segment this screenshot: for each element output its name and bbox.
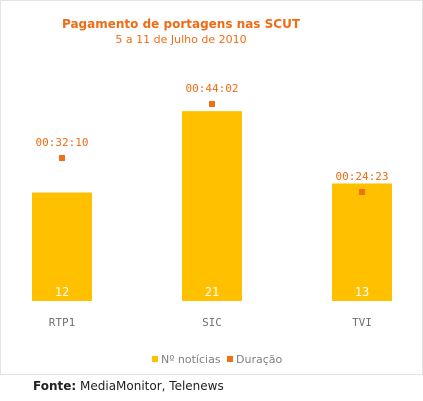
duration-label-tvi: 00:24:23	[336, 170, 389, 183]
category-label-tvi: TVI	[352, 316, 372, 329]
duration-point-tvi	[359, 189, 365, 195]
legend-swatch-duracao	[227, 356, 233, 362]
category-label-sic: SIC	[202, 316, 222, 329]
duration-label-rtp1: 00:32:10	[36, 136, 89, 149]
duration-point-rtp1	[59, 155, 65, 161]
duration-label-sic: 00:44:02	[186, 82, 239, 95]
legend-swatch-noticias	[152, 356, 158, 362]
bar-value-label-tvi: 13	[355, 285, 369, 299]
bar-value-label-rtp1: 12	[55, 285, 69, 299]
category-label-rtp1: RTP1	[49, 316, 76, 329]
chart-subtitle: 5 a 11 de Julho de 2010	[115, 33, 246, 46]
source-text: MediaMonitor, Telenews	[80, 379, 224, 393]
chart-marks: 12 00:32:10 RTP1 21 00:44:02 SIC 13 00:24:23 TVI	[32, 82, 392, 329]
legend-label-noticias: Nº notícias	[161, 353, 221, 366]
chart-frame: Pagamento de portagens nas SCUT 5 a 11 d…	[0, 0, 423, 375]
duration-point-sic	[209, 101, 215, 107]
bar-sic	[182, 111, 242, 301]
source-note: Fonte: MediaMonitor, Telenews	[33, 379, 224, 393]
bar-tvi	[332, 183, 392, 301]
bar-rtp1	[32, 192, 92, 301]
chart-title: Pagamento de portagens nas SCUT	[62, 17, 301, 31]
source-label: Fonte:	[33, 379, 77, 393]
legend-label-duracao: Duração	[236, 353, 282, 366]
chart: Pagamento de portagens nas SCUT 5 a 11 d…	[32, 17, 392, 366]
legend: Nº notícias Duração	[152, 353, 282, 366]
bar-value-label-sic: 21	[205, 285, 219, 299]
